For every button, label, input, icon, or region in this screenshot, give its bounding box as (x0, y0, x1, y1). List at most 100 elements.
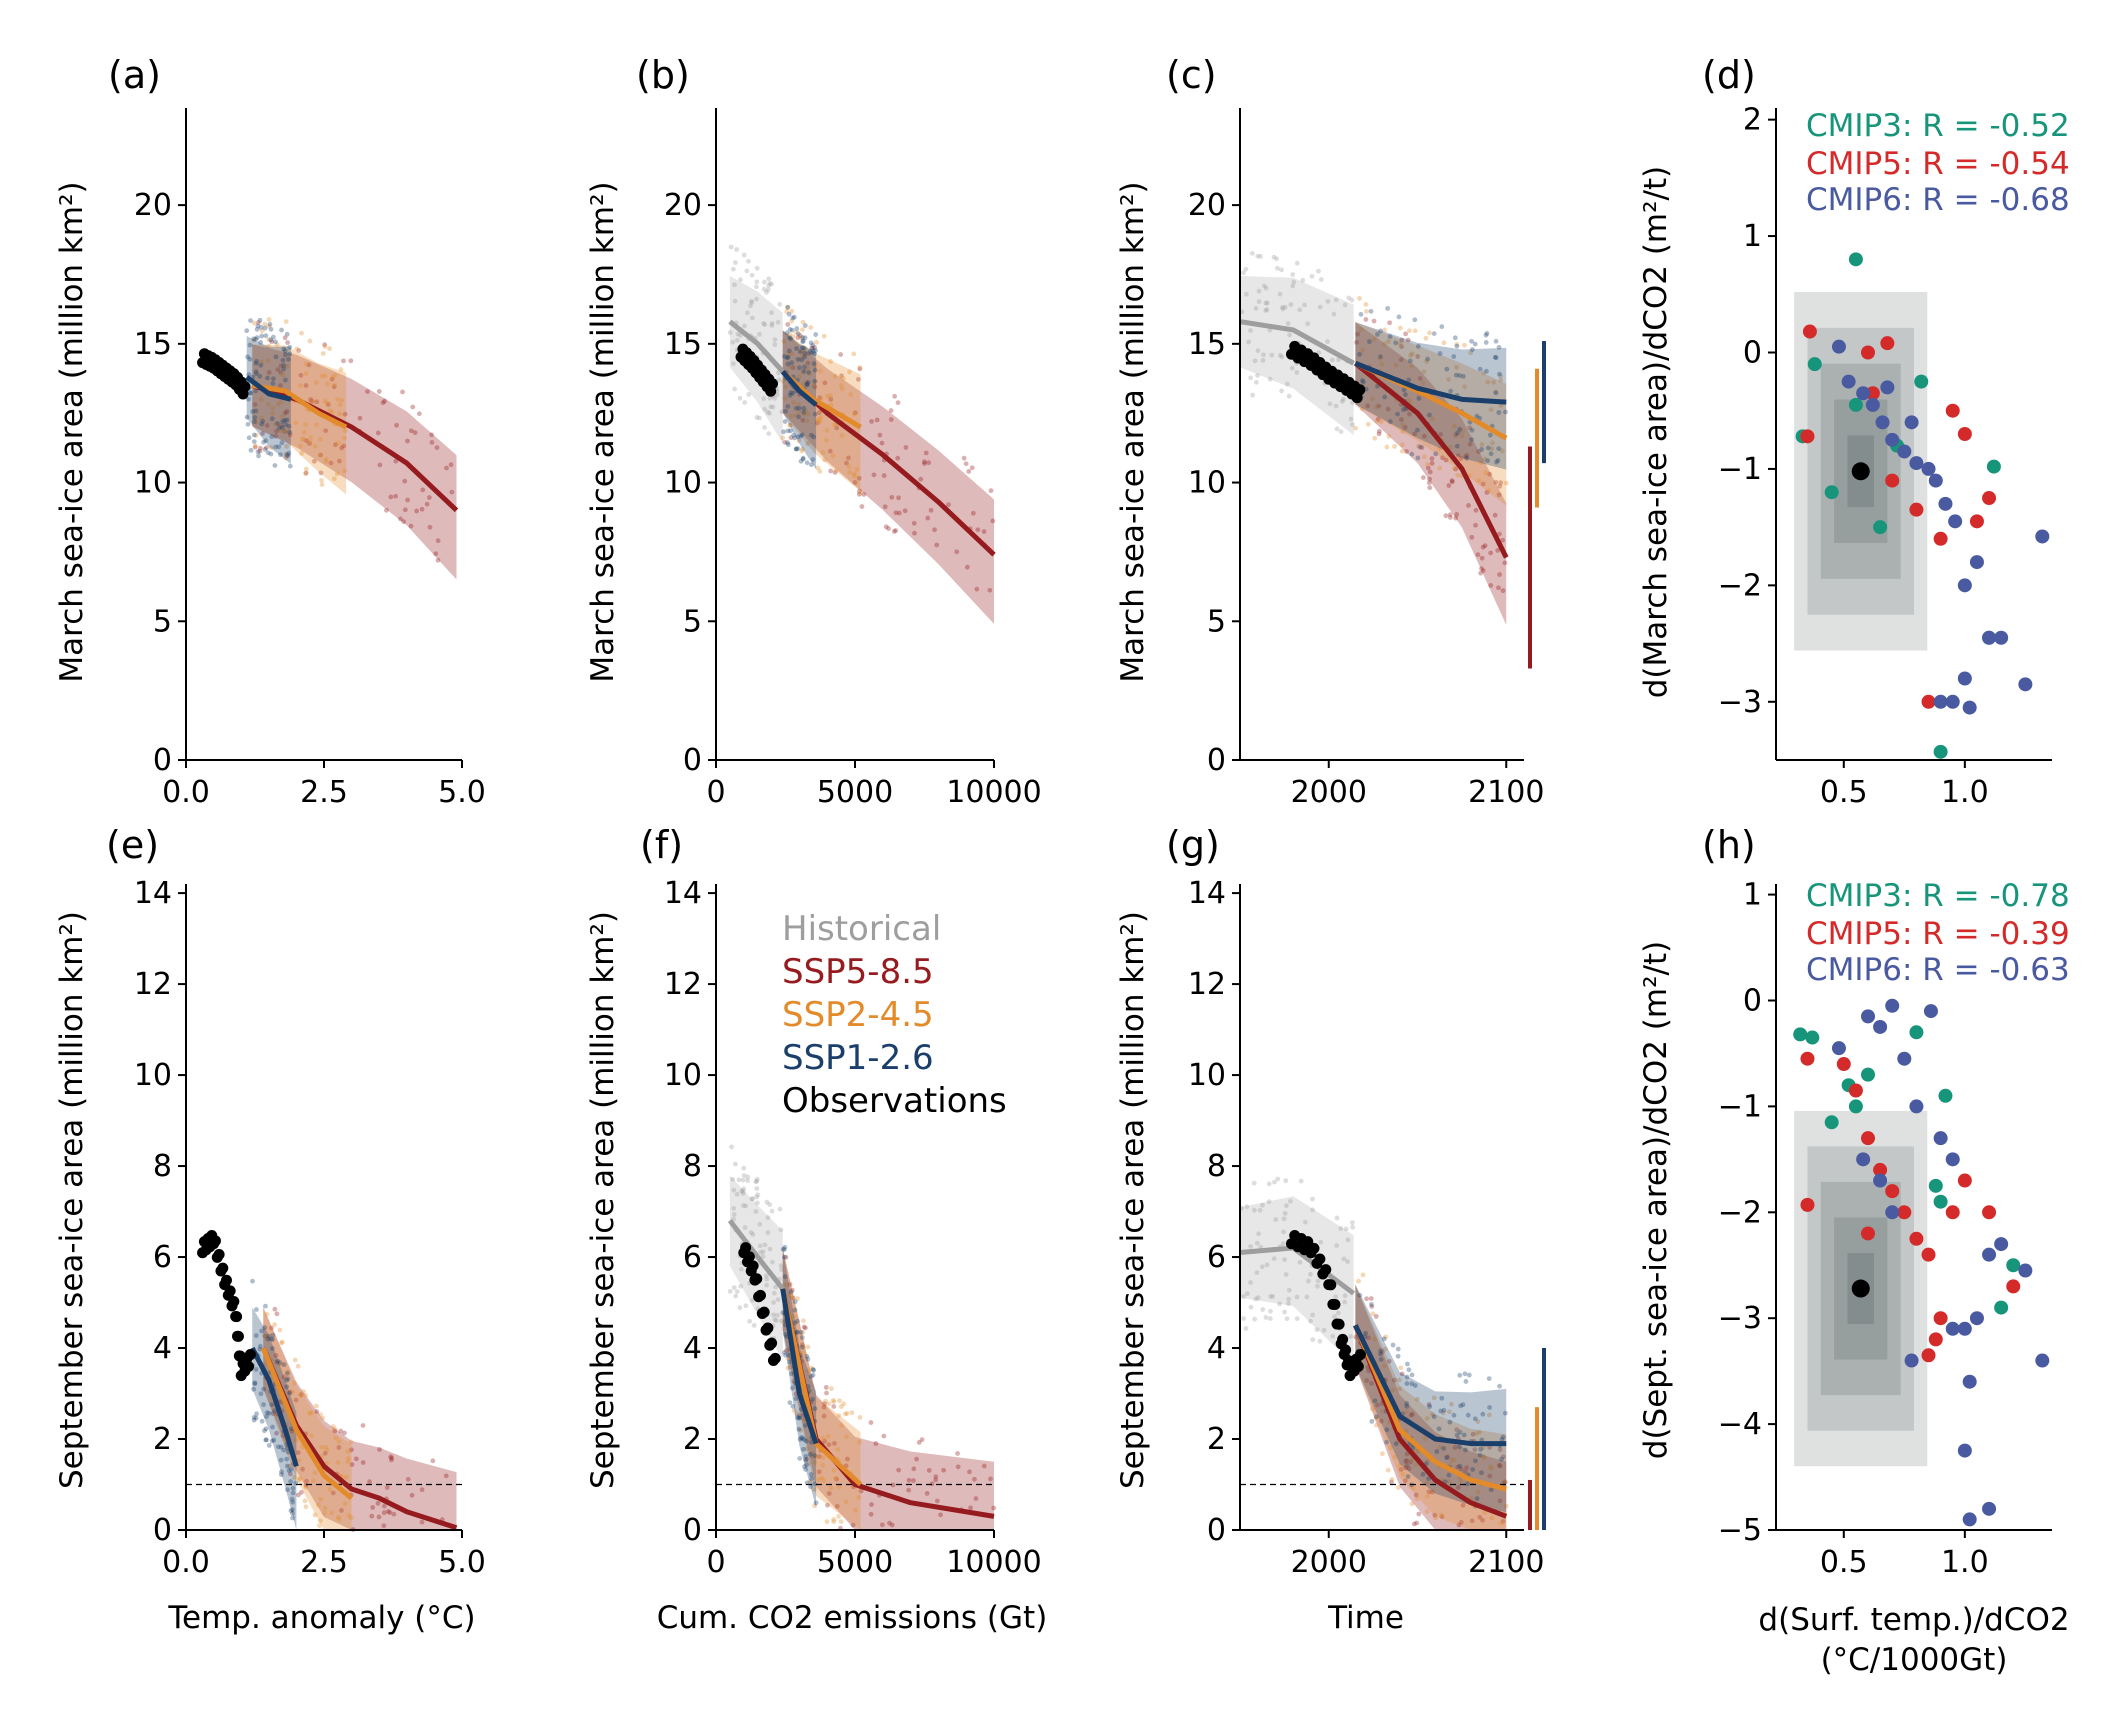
panel-e-ytick-label: 14 (134, 876, 172, 911)
panel-a-ylabel: March sea-ice area (million km²) (54, 181, 90, 682)
panel-g-cloud-point (1488, 1464, 1493, 1470)
panel-b-cloud-point (746, 258, 751, 264)
panel-b-cloud-point (822, 380, 828, 386)
panel-g-cloud-point (1487, 1405, 1492, 1410)
panel-b-cloud-point (817, 368, 823, 374)
panel-g-cloud-point (1362, 1331, 1368, 1336)
panel-b-cloud-point (782, 354, 787, 359)
panel-a-cloud-point (312, 443, 318, 449)
panel-f-cloud-point (955, 1464, 961, 1470)
panel-c-cloud-point (1274, 256, 1280, 262)
panel-c-cloud-point (1425, 465, 1431, 471)
panel-a-label: (a) (108, 53, 161, 97)
panel-e-cloud-point (284, 1370, 290, 1376)
panel-c-cloud-point (1417, 444, 1423, 450)
panel-b-cloud-point (859, 504, 865, 509)
panel-g-cloud-point (1500, 1454, 1506, 1460)
panel-b-cloud-point (925, 515, 931, 521)
panel-b-cloud-point (852, 410, 858, 416)
panel-d-point-cmip5 (1982, 491, 1997, 506)
panel-g-label: (g) (1166, 823, 1220, 867)
panel-c-cloud-point (1412, 328, 1418, 334)
panel-h-point-cmip3 (1928, 1178, 1943, 1193)
panel-b-cloud-point (856, 475, 862, 481)
panel-c-cloud-point (1255, 348, 1261, 354)
panel-h-point-cmip6 (2035, 1353, 2050, 1368)
panel-c-cloud-point (1331, 311, 1337, 317)
panel-g-cloud-point (1382, 1363, 1387, 1369)
panel-e-cloud-point (269, 1402, 275, 1408)
panel-a-cloud-point (328, 460, 334, 466)
panel-c-cloud-point (1385, 306, 1391, 311)
panel-a-cloud-point (400, 389, 405, 395)
panel-c-cloud-point (1496, 446, 1502, 452)
panel-c-cloud-point (1261, 283, 1267, 289)
panel-a-cloud-point (286, 423, 292, 429)
panel-c-cloud-point (1371, 318, 1377, 324)
panel-d-points-cmip5 (1800, 324, 1997, 709)
panel-b-cloud-point (795, 357, 801, 362)
panel-a-ytick-label: 10 (134, 466, 172, 501)
panel-g-cloud-point (1277, 1301, 1282, 1307)
panel-f-observation-point (743, 1251, 755, 1263)
panel-c-cloud-point (1398, 357, 1404, 363)
panel-e-cloud-point (266, 1410, 272, 1416)
panel-a-cloud-point (314, 422, 319, 428)
panel-a-cloud-point (281, 363, 287, 368)
panel-h-point-cmip6 (1856, 1152, 1871, 1167)
panel-c-cloud-point (1494, 459, 1499, 465)
panel-d-point-cmip5 (1861, 345, 1875, 360)
panel-f-cloud-point (924, 1491, 930, 1496)
panel-b-cloud-point (812, 384, 818, 390)
panel-c-cloud-point (1277, 352, 1283, 358)
panel-b-cloud-point (832, 470, 838, 475)
panel-b-cloud-point (788, 336, 794, 342)
panel-f-ytick-label: 12 (664, 967, 702, 1002)
panel-a-xtick-label: 5.0 (438, 775, 486, 810)
panel-c-cloud-point (1440, 455, 1446, 461)
panel-e-cloud-point (353, 1456, 359, 1462)
panel-f-cloud-point (731, 1285, 737, 1291)
panel-c-cloud-point (1499, 448, 1505, 454)
panel-b-cloud-point (727, 330, 733, 335)
panel-f-cloud-point (783, 1254, 789, 1260)
panel-g-line-ssp1-2-6 (1353, 1324, 1507, 1447)
panel-e-line-ssp1-2-6 (250, 1346, 299, 1468)
panel-f-cloud-point (808, 1472, 814, 1477)
panel-b-cloud-point (805, 441, 811, 446)
panel-b-cloud-point (893, 510, 899, 516)
panel-b-cloud-point (799, 432, 805, 438)
panel-c-cloud-point (1484, 490, 1490, 495)
panel-b-cloud-point (811, 379, 817, 385)
panel-b-cloud-point (825, 393, 830, 399)
panel-c-cloud-point (1427, 485, 1433, 491)
panel-c-cloud-point (1264, 307, 1270, 313)
panel-h-point-cmip6 (1982, 1247, 1997, 1262)
panel-a-cloud-point (402, 478, 408, 484)
panel-g-cloud-point (1248, 1280, 1253, 1285)
panel-e-cloud-point (263, 1437, 269, 1443)
panel-h-ytick-label: −5 (1718, 1513, 1762, 1548)
panel-e-cloud-point (277, 1327, 283, 1333)
panel-d-point-cmip6 (1841, 374, 1856, 389)
panel-b-cloud-point (765, 409, 771, 415)
panel-a-cloud-point (266, 317, 272, 322)
panel-c-cloud-point (1493, 355, 1499, 361)
panel-f-cloud-point (799, 1344, 805, 1350)
panel-g-cloud-point (1404, 1401, 1410, 1406)
panel-e-cloud-point (274, 1359, 280, 1365)
panel-c-cloud-point (1493, 479, 1499, 485)
panel-b-cloud-point (734, 247, 739, 252)
panel-a-cloud-point (278, 399, 284, 405)
panel-g-cloud-point (1378, 1348, 1384, 1354)
panel-c-cloud-point (1243, 266, 1249, 272)
panel-e-cloud-point (443, 1473, 449, 1479)
panel-e-cloud-point (346, 1456, 351, 1461)
panel-f-cloud-point (754, 1186, 760, 1191)
panel-e-observation-point (217, 1262, 229, 1274)
panel-e-cloud-point (270, 1411, 276, 1417)
panel-c-cloud-point (1290, 272, 1296, 277)
panel-f-cloud-point (831, 1399, 837, 1404)
panel-g-cloud-point (1381, 1336, 1387, 1342)
panel-e-cloud-point (257, 1343, 263, 1349)
